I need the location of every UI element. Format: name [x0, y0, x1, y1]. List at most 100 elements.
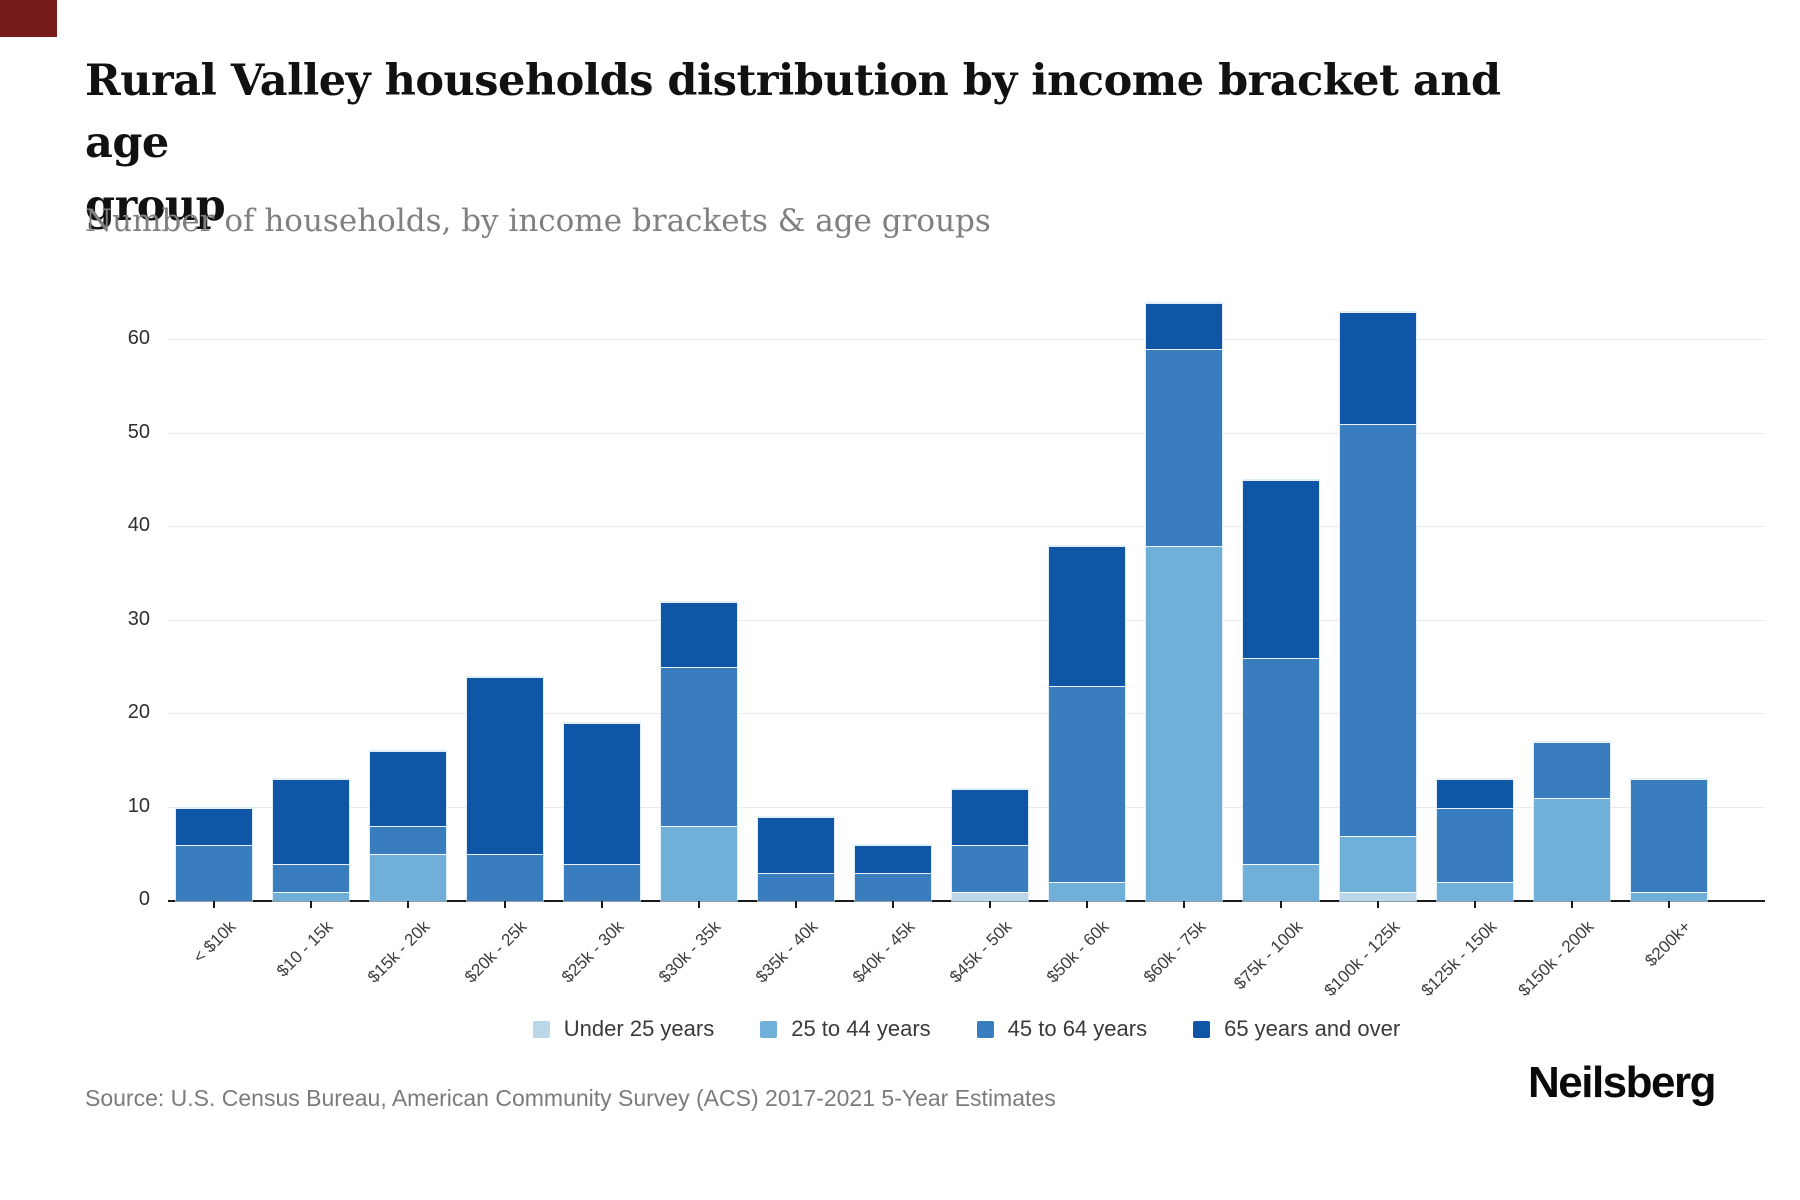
bar-segment-65-years-and-over[interactable] [1340, 311, 1416, 425]
x-axis-tick-6 [795, 901, 797, 908]
bar-segment-25-to-44-years[interactable] [1340, 835, 1416, 892]
bar-segment-65-years-and-over[interactable] [855, 844, 931, 873]
bar-segment-45-to-64-years[interactable] [370, 826, 446, 855]
y-axis-label-20: 20 [127, 701, 150, 723]
bar-segment-under-25-years[interactable] [1340, 891, 1416, 901]
bar-segment-65-years-and-over[interactable] [758, 816, 834, 873]
bar-segment-25-to-44-years[interactable] [1534, 798, 1610, 901]
bar-segment-65-years-and-over[interactable] [1146, 302, 1222, 350]
corner-accent [0, 0, 57, 37]
y-axis-label-40: 40 [127, 514, 150, 536]
bar-$10 - 15k [272, 778, 350, 902]
x-axis-tick-5 [698, 901, 700, 908]
bar-$40k - 45k [854, 843, 932, 903]
bar-$75k - 100k [1242, 479, 1320, 902]
legend-item-65-years-and-over[interactable]: 65 years and over [1193, 1016, 1400, 1042]
bar-segment-45-to-64-years[interactable] [1437, 807, 1513, 883]
legend-swatch [532, 1020, 550, 1038]
legend-swatch [976, 1020, 994, 1038]
bar-segment-65-years-and-over[interactable] [467, 676, 543, 855]
bar-$60k - 75k [1145, 301, 1223, 903]
bar-segment-under-25-years[interactable] [952, 891, 1028, 901]
y-axis-label-0: 0 [138, 888, 150, 910]
bar-segment-65-years-and-over[interactable] [661, 601, 737, 668]
bar-segment-65-years-and-over[interactable] [1437, 779, 1513, 808]
x-axis-tick-9 [1086, 901, 1088, 908]
legend: Under 25 years 25 to 44 years 45 to 64 yea… [168, 1016, 1765, 1042]
legend-swatch [760, 1020, 778, 1038]
chart-title: Rural Valley households distribution by … [85, 56, 1501, 231]
bar-segment-45-to-64-years[interactable] [758, 872, 834, 901]
x-axis-label: $50k - 60k [1042, 917, 1113, 987]
x-axis-tick-0 [213, 901, 215, 908]
legend-swatch [1193, 1020, 1211, 1038]
x-axis-label: $15k - 20k [363, 917, 434, 987]
x-axis-tick-11 [1280, 901, 1282, 908]
gridline-y-30 [168, 619, 1765, 621]
gridline-y-50 [168, 432, 1765, 434]
x-axis-label: $40k - 45k [848, 917, 919, 987]
y-axis-label-30: 30 [127, 607, 150, 630]
bar-segment-25-to-44-years[interactable] [1437, 882, 1513, 901]
brand-logo: Neilsberg [1527, 1058, 1717, 1107]
bar-segment-45-to-64-years[interactable] [1534, 742, 1610, 799]
bar-segment-65-years-and-over[interactable] [564, 723, 640, 864]
x-axis-tick-1 [310, 901, 312, 908]
legend-item-under-25-years[interactable]: Under 25 years [532, 1016, 715, 1042]
legend-item-25-to-44-years[interactable]: 25 to 44 years [760, 1016, 931, 1042]
bar-segment-25-to-44-years[interactable] [661, 826, 737, 901]
x-axis-tick-7 [892, 901, 894, 908]
x-axis-tick-15 [1668, 901, 1670, 908]
x-axis-tick-2 [407, 901, 409, 908]
bar-$125k - 150k [1436, 778, 1514, 902]
x-axis-label: $60k - 75k [1139, 917, 1210, 987]
bar-segment-45-to-64-years[interactable] [1631, 779, 1707, 892]
bar-$25k - 30k [563, 722, 641, 902]
bar-segment-45-to-64-years[interactable] [1049, 685, 1125, 883]
bar-segment-25-to-44-years[interactable] [370, 854, 446, 901]
bar-segment-45-to-64-years[interactable] [1243, 657, 1319, 864]
x-axis-label: $35k - 40k [751, 917, 822, 987]
bar-segment-65-years-and-over[interactable] [370, 751, 446, 827]
x-axis-tick-4 [601, 901, 603, 908]
bar-segment-65-years-and-over[interactable] [952, 788, 1028, 845]
bar-segment-45-to-64-years[interactable] [564, 863, 640, 901]
x-axis-tick-8 [989, 901, 991, 908]
bar-segment-65-years-and-over[interactable] [273, 779, 349, 864]
legend-item-45-to-64-years[interactable]: 45 to 64 years [976, 1016, 1148, 1042]
x-axis-line [168, 900, 1765, 902]
bar-segment-25-to-44-years[interactable] [1631, 891, 1707, 901]
legend-label: 65 years and over [1224, 1016, 1401, 1041]
bar-$150k - 200k [1533, 741, 1611, 902]
bar-segment-25-to-44-years[interactable] [1146, 545, 1222, 901]
legend-label: Under 25 years [563, 1016, 715, 1041]
bar-segment-65-years-and-over[interactable] [176, 807, 252, 845]
bar-segment-25-to-44-years[interactable] [1049, 882, 1125, 901]
bar-segment-45-to-64-years[interactable] [1340, 424, 1416, 836]
x-axis-label: $100k - 125k [1320, 917, 1404, 1000]
bar-< $10k [175, 806, 253, 903]
bar-segment-45-to-64-years[interactable] [467, 854, 543, 901]
x-axis-label: $30k - 35k [654, 917, 725, 987]
bar-$20k - 25k [466, 675, 544, 903]
gridline-y-20 [168, 713, 1765, 714]
bar-segment-25-to-44-years[interactable] [1243, 863, 1319, 901]
bar-segment-65-years-and-over[interactable] [1243, 480, 1319, 658]
bar-segment-45-to-64-years[interactable] [1146, 349, 1222, 546]
bar-$45k - 50k [951, 787, 1029, 903]
bar-segment-45-to-64-years[interactable] [952, 844, 1028, 892]
y-axis-label-10: 10 [127, 794, 150, 817]
bar-segment-45-to-64-years[interactable] [855, 872, 931, 901]
bar-segment-25-to-44-years[interactable] [273, 891, 349, 901]
bar-segment-45-to-64-years[interactable] [661, 667, 737, 827]
source-note: Source: U.S. Census Bureau, American Com… [85, 1085, 1056, 1111]
y-axis-label-50: 50 [127, 420, 150, 443]
legend-label: 45 to 64 years [1007, 1016, 1148, 1041]
x-axis-label: < $10k [189, 917, 240, 967]
bar-segment-45-to-64-years[interactable] [273, 863, 349, 892]
bar-segment-45-to-64-years[interactable] [176, 844, 252, 901]
bar-segment-65-years-and-over[interactable] [1049, 545, 1125, 686]
x-axis-label: $25k - 30k [557, 917, 628, 987]
bar-$35k - 40k [757, 815, 835, 903]
